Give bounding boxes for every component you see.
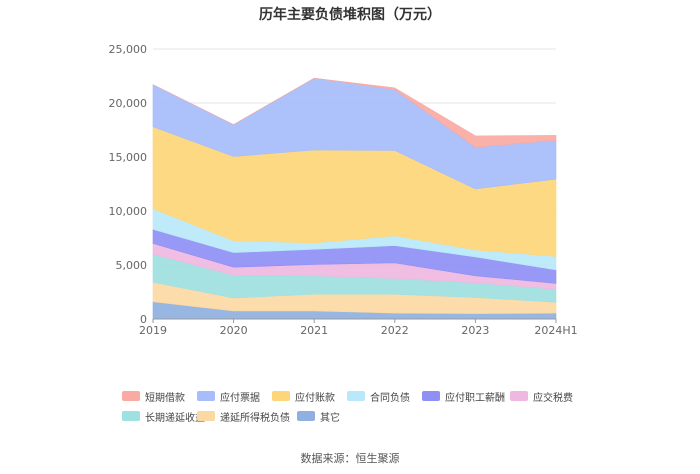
legend-label: 递延所得税负债 bbox=[220, 412, 290, 424]
legend-item[interactable]: 应付账款 bbox=[272, 386, 347, 406]
chart-title: 历年主要负债堆积图（万元） bbox=[259, 7, 441, 23]
x-tick-label: 2021 bbox=[300, 324, 328, 337]
legend-label: 应付票据 bbox=[220, 392, 260, 404]
stacked-area-chart: 0 5,000 10,000 15,000 20,000 25,000 2019 2020 20… bbox=[109, 43, 578, 337]
legend-swatch bbox=[272, 391, 290, 401]
x-tick-label: 2024H1 bbox=[534, 324, 577, 337]
legend-label: 应付账款 bbox=[295, 392, 335, 404]
legend: 短期借款 应付票据 应付账款 合同负债 应付职工薪酬 应交税费长期递延收益 递延所得税负债 其… bbox=[122, 386, 592, 426]
y-tick-label: 10,000 bbox=[109, 205, 148, 218]
x-tick-label: 2022 bbox=[381, 324, 409, 337]
legend-item[interactable]: 应付票据 bbox=[197, 386, 272, 406]
legend-item[interactable]: 长期递延收益 bbox=[122, 406, 205, 426]
legend-label: 应付职工薪酬 bbox=[445, 392, 505, 404]
legend-swatch bbox=[297, 411, 315, 421]
x-tick-label: 2019 bbox=[139, 324, 167, 337]
legend-swatch bbox=[122, 391, 140, 401]
x-tick-label: 2023 bbox=[461, 324, 489, 337]
y-tick-label: 25,000 bbox=[109, 43, 148, 56]
legend-swatch bbox=[197, 391, 215, 401]
legend-swatch bbox=[510, 391, 528, 401]
legend-item[interactable]: 应交税费 bbox=[510, 386, 585, 406]
legend-swatch bbox=[347, 391, 365, 401]
axes: 0 5,000 10,000 15,000 20,000 25,000 2019 2020 20… bbox=[109, 43, 578, 337]
legend-swatch bbox=[122, 411, 140, 421]
legend-item[interactable]: 短期借款 bbox=[122, 386, 197, 406]
x-tick-label: 2020 bbox=[220, 324, 248, 337]
legend-label: 其它 bbox=[320, 412, 340, 424]
legend-swatch bbox=[422, 391, 440, 401]
legend-label: 短期借款 bbox=[145, 392, 185, 404]
legend-item[interactable]: 递延所得税负债 bbox=[197, 406, 297, 426]
y-tick-label: 5,000 bbox=[116, 259, 148, 272]
area-短期借款 bbox=[152, 77, 557, 148]
y-tick-label: 20,000 bbox=[109, 97, 148, 110]
area-series bbox=[152, 77, 557, 320]
y-tick-label: 0 bbox=[140, 313, 147, 326]
legend-item[interactable]: 其它 bbox=[297, 406, 372, 426]
legend-swatch bbox=[197, 411, 215, 421]
legend-item[interactable]: 合同负债 bbox=[347, 386, 422, 406]
legend-item[interactable]: 应付职工薪酬 bbox=[422, 386, 510, 406]
legend-label: 合同负债 bbox=[370, 392, 410, 404]
legend-label: 应交税费 bbox=[533, 392, 573, 404]
y-tick-label: 15,000 bbox=[109, 151, 148, 164]
legend-label: 长期递延收益 bbox=[145, 412, 205, 424]
source-note: 数据来源：恒生聚源 bbox=[300, 452, 400, 465]
